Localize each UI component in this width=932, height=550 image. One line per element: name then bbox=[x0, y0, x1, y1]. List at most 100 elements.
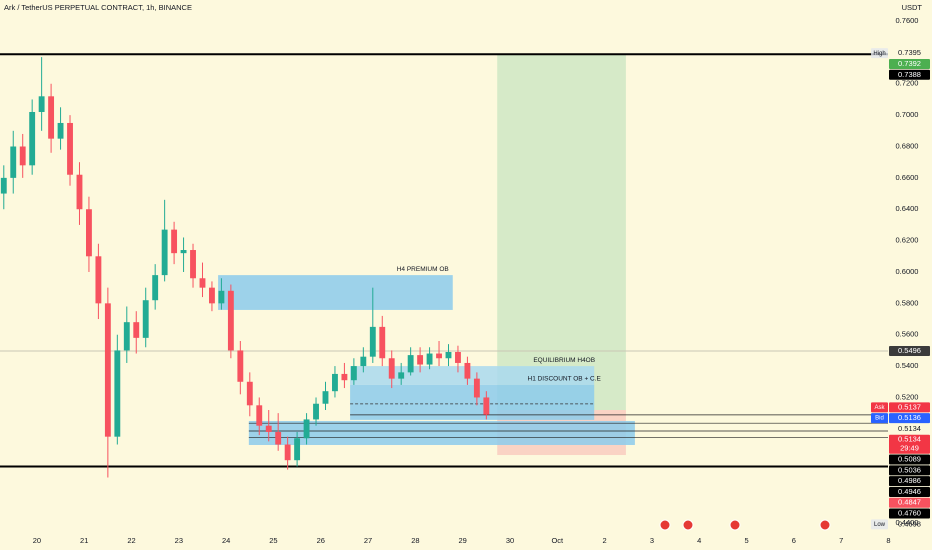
price-tag-label: 0.4986 bbox=[898, 476, 921, 485]
x-tick-label: 4 bbox=[697, 536, 701, 545]
candle-body bbox=[473, 378, 480, 398]
event-flags bbox=[659, 519, 831, 531]
candle-body bbox=[227, 290, 234, 351]
event-flag[interactable] bbox=[819, 519, 831, 531]
candle-body bbox=[417, 355, 424, 365]
candle-body bbox=[332, 373, 338, 392]
candle-body bbox=[161, 229, 168, 276]
currency-label: USDT bbox=[902, 3, 923, 12]
candle-body bbox=[209, 287, 215, 304]
price-tag bbox=[889, 434, 930, 454]
price-tag-label: 0.4946 bbox=[898, 487, 921, 496]
x-tick-label: 20 bbox=[33, 536, 41, 545]
candle-body bbox=[360, 356, 367, 367]
price-tag bbox=[889, 402, 930, 413]
candle-body bbox=[57, 122, 64, 139]
x-tick-label: 8 bbox=[886, 536, 890, 545]
price-tag-label: 0.7395 bbox=[898, 48, 921, 57]
candle-body bbox=[0, 177, 7, 194]
event-flag[interactable] bbox=[659, 519, 671, 531]
zone-label: H1 DISCOUNT OB + C.E bbox=[528, 376, 602, 383]
x-tick-label: 22 bbox=[127, 536, 135, 545]
candle-body bbox=[483, 397, 490, 415]
y-tick-label: 0.7000 bbox=[896, 110, 919, 119]
zone-label: H4 PREMIUM OB bbox=[397, 266, 449, 273]
y-tick-label: 0.5600 bbox=[896, 330, 919, 339]
price-tag-prefix: Ask bbox=[874, 405, 885, 411]
candle-body bbox=[313, 403, 319, 420]
x-tick-label: 30 bbox=[506, 536, 514, 545]
candle-body bbox=[369, 326, 376, 357]
price-tag-prefix: Low bbox=[874, 522, 886, 528]
candle-body bbox=[218, 290, 225, 304]
x-tick-label: 27 bbox=[364, 536, 372, 545]
candle-body bbox=[180, 250, 187, 254]
x-tick-label: 26 bbox=[317, 536, 325, 545]
candle-body bbox=[455, 351, 461, 363]
candle-body bbox=[152, 275, 159, 301]
candle-body bbox=[48, 96, 55, 139]
y-tick-label: 0.4400 bbox=[896, 518, 919, 527]
x-tick-label: 29 bbox=[459, 536, 467, 545]
event-flag[interactable] bbox=[682, 519, 694, 531]
candle-body bbox=[294, 438, 301, 461]
x-tick-label: 23 bbox=[175, 536, 183, 545]
x-tick-label: 2 bbox=[603, 536, 607, 545]
candle-body bbox=[19, 146, 26, 166]
y-tick-label: 0.6800 bbox=[896, 141, 919, 150]
price-tag bbox=[889, 69, 930, 80]
y-tick-label: 0.6200 bbox=[896, 236, 919, 245]
candle-body bbox=[86, 209, 92, 257]
candle-body bbox=[256, 405, 263, 426]
zone-label: EQUILIBRIUM H4OB bbox=[533, 357, 595, 364]
price-tag bbox=[889, 413, 930, 424]
event-flag[interactable] bbox=[729, 519, 741, 531]
price-tag-label: 0.4760 bbox=[898, 509, 921, 518]
order-block bbox=[248, 420, 635, 445]
price-tag bbox=[889, 58, 930, 69]
x-tick-label: 28 bbox=[411, 536, 419, 545]
y-tick-label: 0.7200 bbox=[896, 79, 919, 88]
x-tick-label: 3 bbox=[650, 536, 654, 545]
price-tag-label: 0.4698 bbox=[898, 519, 921, 528]
y-tick-label: 0.5400 bbox=[896, 361, 919, 370]
candle-body bbox=[436, 353, 442, 359]
candle-body bbox=[284, 444, 291, 461]
candle-body bbox=[190, 250, 196, 279]
price-tag-label: 0.5136 bbox=[898, 413, 921, 422]
candle-body bbox=[388, 358, 395, 379]
price-tag-label: 0.5134 bbox=[898, 435, 921, 444]
price-tag-prefix-box bbox=[871, 519, 888, 530]
y-tick-label: 0.7600 bbox=[896, 16, 919, 25]
price-tag-label: 0.5137 bbox=[898, 402, 921, 411]
price-tag-label: 0.5089 bbox=[898, 455, 921, 464]
candle-body bbox=[398, 372, 405, 379]
chart-title: Ark / TetherUS PERPETUAL CONTRACT, 1h, B… bbox=[4, 3, 192, 12]
x-tick-label: 25 bbox=[269, 536, 277, 545]
candle-body bbox=[265, 425, 272, 432]
price-tag-label: 0.5036 bbox=[898, 465, 921, 474]
price-tag-label: 0.4847 bbox=[898, 498, 921, 507]
candle-body bbox=[10, 146, 17, 178]
y-tick-label: 0.6600 bbox=[896, 173, 919, 182]
candle-body bbox=[275, 431, 282, 445]
y-tick-label: 0.6000 bbox=[896, 267, 919, 276]
candle-body bbox=[464, 362, 471, 379]
candle-body bbox=[379, 326, 386, 359]
x-tick-label: 24 bbox=[222, 536, 230, 545]
y-tick-label: 0.5800 bbox=[896, 298, 919, 307]
candle-body bbox=[350, 366, 357, 381]
candle-body bbox=[104, 303, 111, 437]
price-tag bbox=[889, 486, 930, 497]
price-tag-label: 0.5134 bbox=[898, 424, 921, 433]
candle-body bbox=[303, 419, 310, 439]
order-block bbox=[218, 275, 453, 310]
price-tag bbox=[889, 454, 930, 465]
price-tag-prefix: Bid bbox=[875, 416, 884, 422]
price-tag-prefix-box bbox=[871, 48, 888, 59]
candle-body bbox=[76, 174, 83, 210]
candle-body bbox=[199, 278, 206, 288]
candle-body bbox=[133, 322, 140, 338]
